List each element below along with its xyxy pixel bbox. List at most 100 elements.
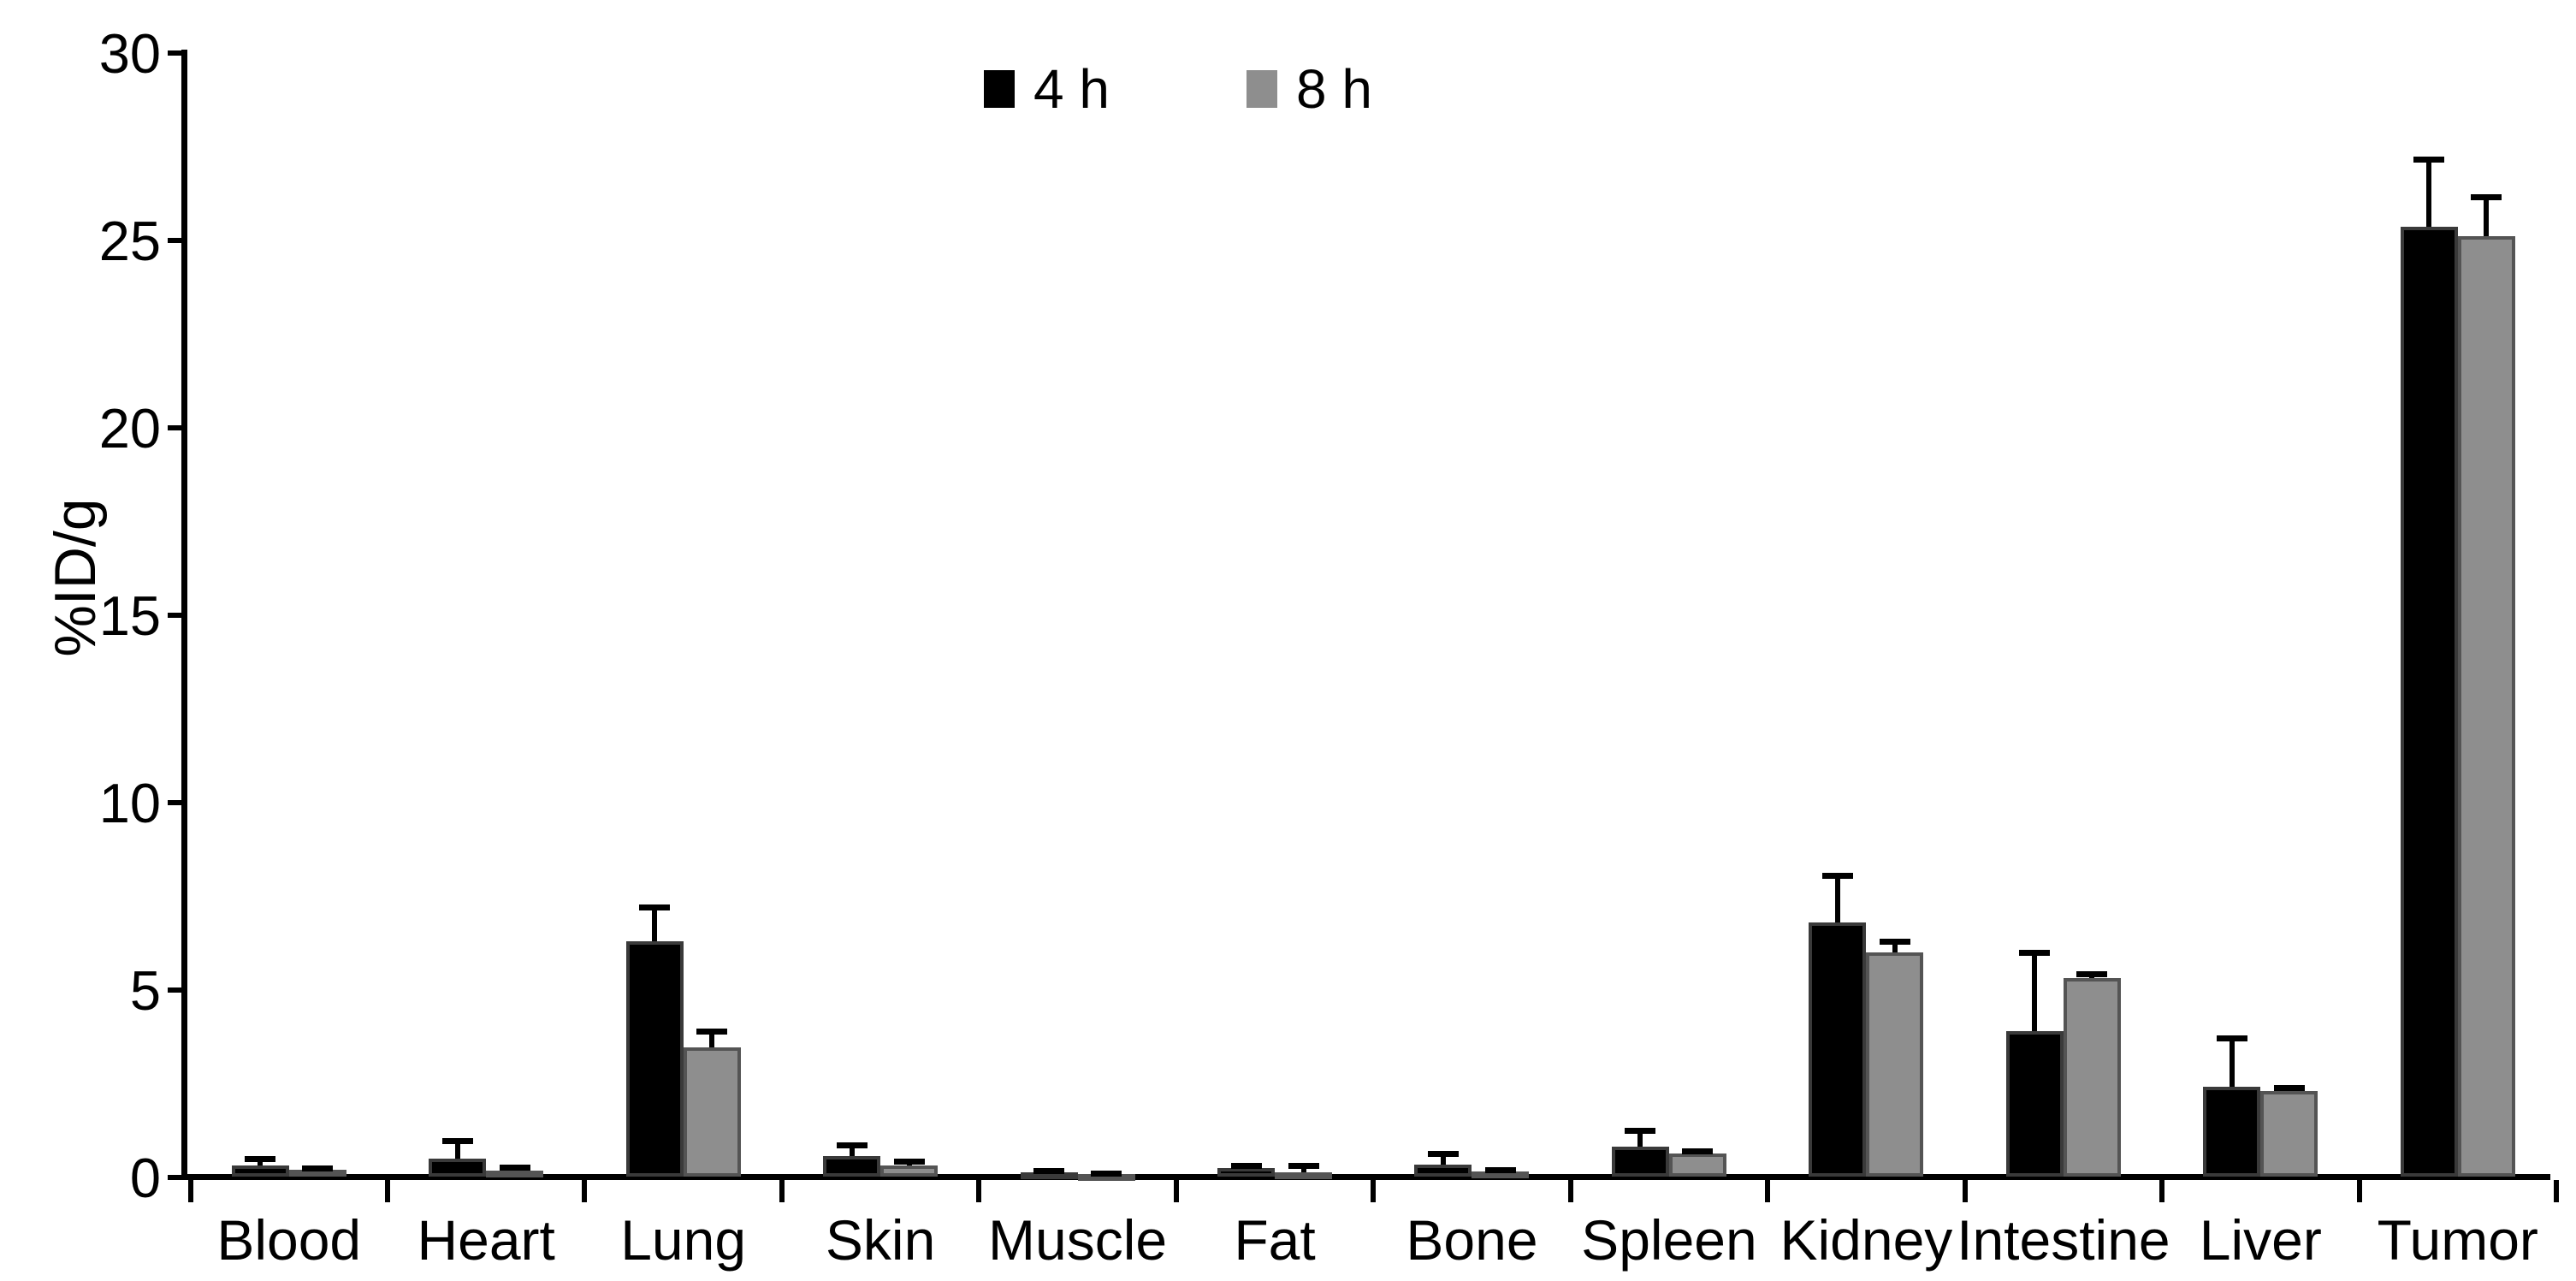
y-tick (168, 237, 181, 243)
x-tick (2554, 1180, 2560, 1202)
y-tick-label: 5 (129, 958, 161, 1022)
error-bar-cap (1484, 1166, 1516, 1173)
error-bar-line (1892, 941, 1898, 952)
category-label: Liver (2199, 1208, 2322, 1272)
bar-8h-skin (880, 1165, 939, 1177)
y-axis-title: %ID/g (43, 498, 108, 657)
error-bar-cap (1879, 939, 1910, 946)
y-tick (168, 424, 181, 430)
x-tick (1173, 1180, 1179, 1202)
category-label: Bone (1406, 1208, 1538, 1272)
error-bar-cap (245, 1155, 276, 1162)
error-bar-cap (2019, 949, 2051, 956)
error-bar-cap (1288, 1163, 1319, 1170)
error-bar-cap (639, 904, 671, 911)
bar-4h-heart (429, 1158, 487, 1177)
x-tick (384, 1180, 390, 1202)
error-bar-cap (2413, 157, 2445, 163)
bar-8h-spleen (1668, 1153, 1726, 1177)
legend-item-4h: 4 h (984, 62, 1110, 116)
error-bar-line (1440, 1153, 1446, 1165)
error-bar-line (454, 1141, 460, 1159)
x-tick (2159, 1180, 2165, 1202)
bar-4h-bone (1414, 1165, 1472, 1177)
x-tick (1371, 1180, 1377, 1202)
error-bar-cap (696, 1028, 728, 1035)
error-bar-line (1834, 875, 1840, 922)
y-tick-label: 30 (98, 21, 161, 85)
error-bar-line (652, 907, 658, 941)
legend-swatch-8h-icon (1246, 70, 1277, 108)
error-bar-line (1637, 1130, 1643, 1148)
error-bar-cap (1033, 1167, 1065, 1174)
y-tick-label: 20 (98, 396, 161, 460)
error-bar-line (2484, 197, 2490, 237)
error-bar-cap (836, 1142, 868, 1149)
y-tick-label: 0 (129, 1146, 161, 1209)
error-bar-cap (2471, 194, 2502, 201)
category-label: Skin (825, 1208, 936, 1272)
error-bar-cap (2216, 1035, 2247, 1042)
category-label: Tumor (2377, 1208, 2538, 1272)
y-axis-line (181, 50, 187, 1180)
y-tick (168, 1174, 181, 1180)
y-tick (168, 987, 181, 993)
error-bar-line (2229, 1038, 2235, 1088)
bar-8h-liver (2260, 1090, 2318, 1177)
legend-swatch-4h-icon (984, 70, 1015, 108)
bar-4h-muscle (1020, 1171, 1078, 1179)
x-tick (1567, 1180, 1573, 1202)
error-bar-cap (1821, 872, 1853, 879)
category-label: Fat (1234, 1208, 1316, 1272)
y-tick (168, 50, 181, 56)
error-bar-cap (893, 1159, 925, 1165)
bar-4h-kidney (1809, 922, 1867, 1177)
category-label: Muscle (988, 1208, 1168, 1272)
error-bar-cap (1682, 1148, 1714, 1155)
bar-8h-fat (1275, 1172, 1333, 1180)
error-bar-cap (2076, 970, 2108, 977)
category-label: Spleen (1581, 1208, 1757, 1272)
legend-label-8h: 8 h (1295, 58, 1372, 120)
bar-4h-skin (823, 1156, 881, 1177)
error-bar-line (849, 1145, 855, 1157)
x-tick (779, 1180, 785, 1202)
bar-8h-heart (486, 1170, 544, 1177)
x-tick (1765, 1180, 1771, 1202)
category-label: Heart (417, 1208, 555, 1272)
category-label: Blood (216, 1208, 362, 1272)
y-tick (168, 612, 181, 618)
error-bar-cap (302, 1165, 334, 1171)
bar-8h-intestine (2063, 978, 2121, 1177)
x-tick (976, 1180, 982, 1202)
legend-item-8h: 8 h (1246, 58, 1372, 120)
y-tick-label: 25 (98, 209, 161, 272)
error-bar-cap (1230, 1163, 1262, 1170)
error-bar-cap (2273, 1085, 2305, 1092)
error-bar-cap (441, 1138, 473, 1144)
bar-4h-blood (231, 1165, 289, 1177)
bar-8h-lung (683, 1047, 741, 1177)
error-bar-line (2032, 952, 2038, 1031)
legend-label-4h: 4 h (1033, 58, 1110, 120)
bar-4h-lung (625, 940, 684, 1177)
error-bar-line (258, 1158, 264, 1166)
y-tick-label: 15 (98, 584, 161, 647)
category-label: Intestine (1957, 1208, 2170, 1272)
bar-8h-tumor (2457, 236, 2515, 1177)
error-bar-cap (1625, 1127, 1656, 1134)
bar-4h-liver (2203, 1087, 2261, 1177)
bar-4h-fat (1217, 1167, 1276, 1177)
y-tick-label: 10 (98, 771, 161, 834)
category-label: Lung (620, 1208, 747, 1272)
x-tick (1962, 1180, 1968, 1202)
bar-4h-spleen (1611, 1147, 1669, 1177)
bar-8h-kidney (1866, 952, 1924, 1177)
error-bar-cap (1091, 1170, 1122, 1177)
bar-8h-bone (1472, 1171, 1530, 1178)
error-bar-line (709, 1030, 715, 1048)
bar-4h-intestine (2005, 1030, 2064, 1177)
x-axis-line (181, 1174, 2550, 1180)
error-bar-line (2426, 159, 2432, 228)
